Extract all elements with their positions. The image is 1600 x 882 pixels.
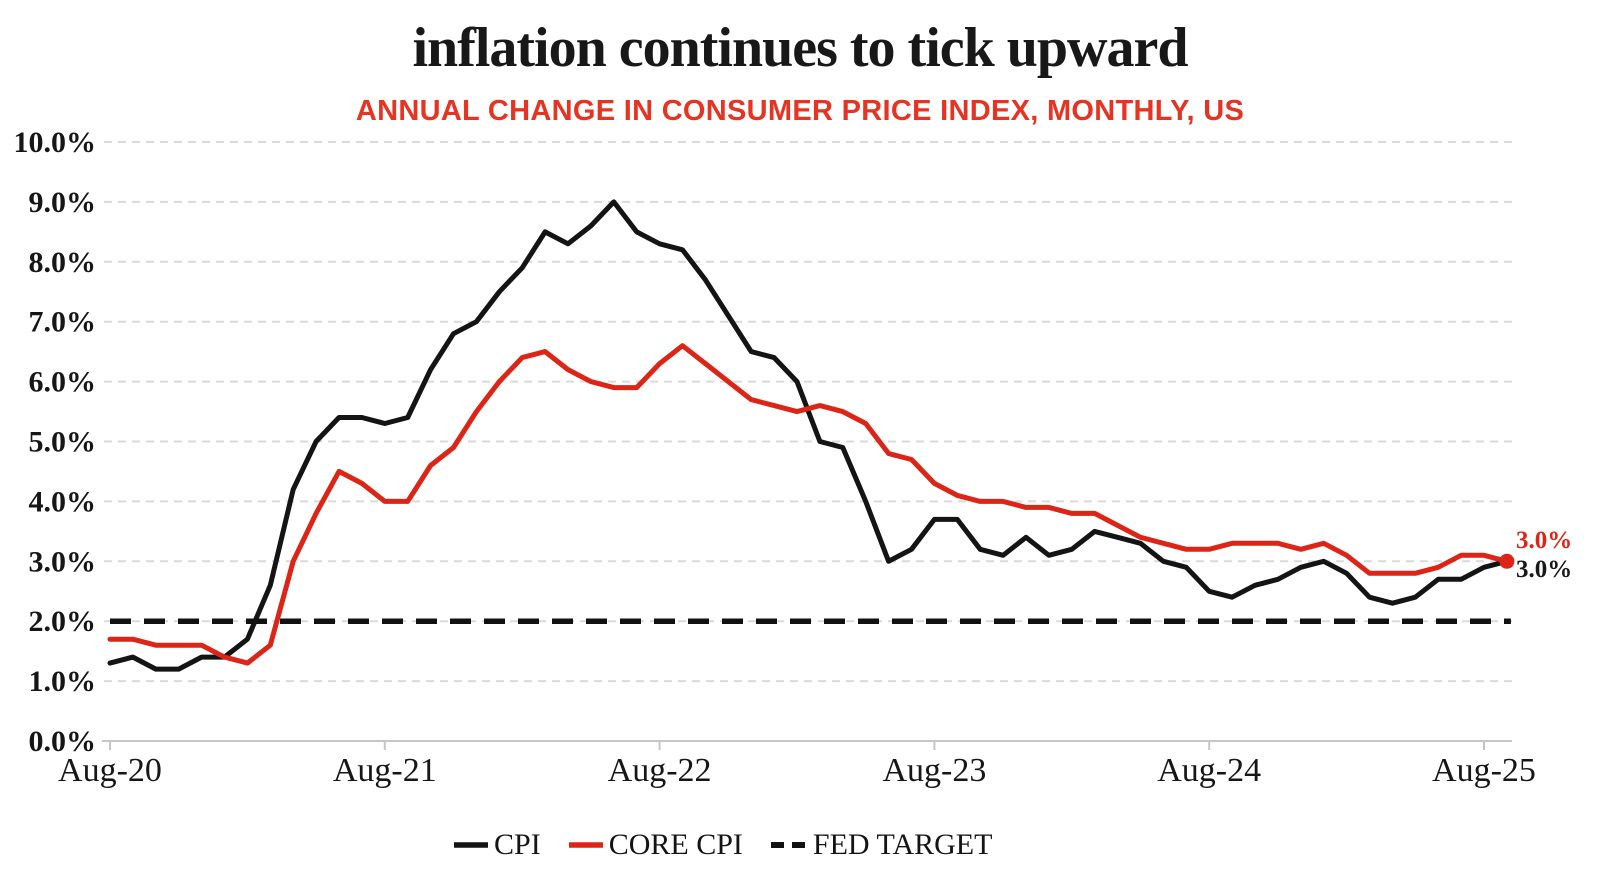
y-axis-label: 4.0%	[29, 485, 97, 518]
x-axis-label: Aug-23	[882, 752, 986, 789]
y-axis-label: 3.0%	[29, 545, 97, 578]
x-axis-label: Aug-25	[1432, 752, 1536, 789]
legend-label-cpi: CPI	[494, 828, 541, 861]
legend-item-cpi: CPI	[452, 828, 541, 862]
legend-item-fed-target: FED TARGET	[769, 828, 993, 862]
x-axis-label: Aug-22	[608, 752, 712, 789]
y-axis-label: 9.0%	[29, 186, 97, 219]
x-axis-label: Aug-20	[58, 752, 162, 789]
core-cpi-line	[107, 343, 1510, 666]
legend-item-core-cpi: CORE CPI	[567, 828, 743, 862]
fed-target-dashed-swatch-icon	[770, 842, 807, 848]
cpi-line	[107, 199, 1510, 672]
y-axis-label: 7.0%	[29, 306, 97, 339]
chart-legend: CPI CORE CPI FED TARGET	[452, 828, 992, 862]
y-axis-label: 1.0%	[29, 665, 97, 698]
core-cpi-line-swatch-icon	[568, 842, 603, 848]
x-axis-label: Aug-21	[333, 752, 437, 789]
cpi-line-swatch-icon	[454, 842, 488, 848]
y-axis-label: 2.0%	[29, 605, 97, 638]
x-axis-label: Aug-24	[1157, 752, 1261, 789]
y-axis-label: 8.0%	[29, 246, 97, 279]
y-axis-label: 0.0%	[29, 725, 97, 758]
cpi-end-value-label: 3.0%	[1516, 556, 1573, 583]
legend-label-core-cpi: CORE CPI	[608, 828, 743, 861]
chart-subtitle: ANNUAL CHANGE IN CONSUMER PRICE INDEX, M…	[355, 95, 1245, 127]
y-axis-label: 6.0%	[29, 366, 97, 399]
chart-title: inflation continues to tick upward	[412, 17, 1189, 79]
core-cpi-end-marker	[1499, 553, 1515, 569]
y-axis-label: 10.0%	[14, 126, 97, 159]
legend-label-fed-target: FED TARGET	[812, 828, 993, 861]
core-cpi-end-value-label: 3.0%	[1516, 527, 1573, 554]
y-axis-label: 5.0%	[29, 426, 97, 459]
